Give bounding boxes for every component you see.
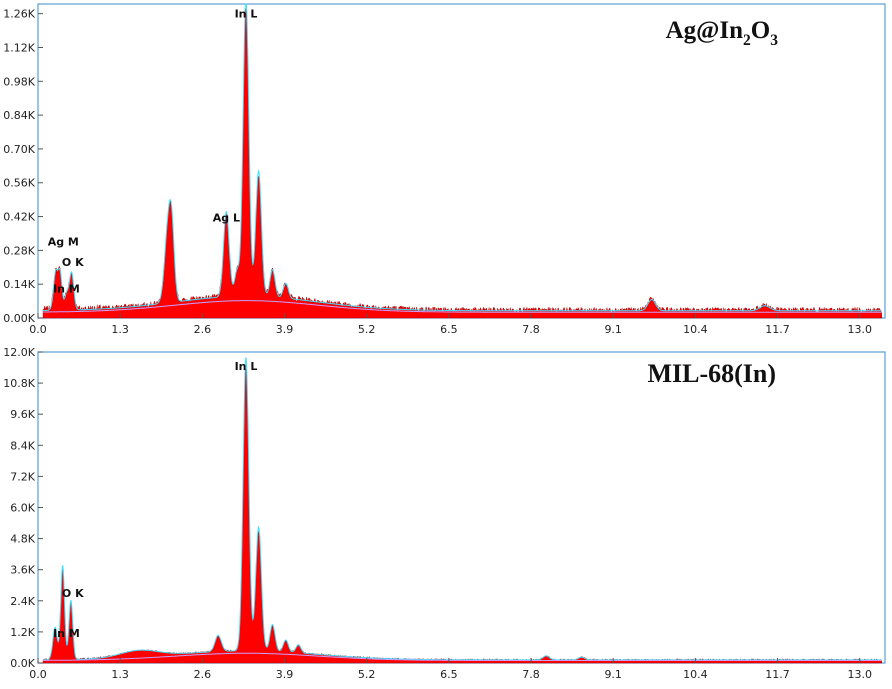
peak-label: Ag M [48, 236, 79, 249]
x-tick-label: 6.5 [440, 323, 458, 336]
y-tick-label: 1.2K [10, 626, 35, 639]
x-tick-label: 5.2 [358, 323, 376, 336]
x-tick-label: 0.0 [29, 323, 47, 336]
peak-label: In M [53, 283, 80, 296]
fit-line [43, 357, 882, 661]
x-tick-label: 0.0 [29, 668, 47, 681]
y-tick-label: 0.56K [3, 177, 35, 190]
y-tick-label: 1.12K [3, 41, 35, 54]
y-tick-label: 0.70K [3, 143, 35, 156]
x-tick-label: 6.5 [440, 668, 458, 681]
peak-label: O K [62, 256, 84, 269]
y-tick-label: 0.00K [3, 312, 35, 325]
y-tick-label: 0.0K [10, 657, 35, 670]
peak-label: In L [235, 7, 258, 20]
x-tick-label: 7.8 [522, 323, 540, 336]
y-tick-label: 12.0K [3, 346, 35, 359]
y-tick-label: 4.8K [10, 533, 35, 546]
background-line [43, 652, 882, 661]
x-tick-label: 5.2 [358, 668, 376, 681]
x-tick-label: 11.7 [765, 668, 790, 681]
x-tick-label: 2.6 [194, 668, 212, 681]
x-tick-label: 9.1 [604, 323, 622, 336]
y-tick-label: 3.6K [10, 564, 35, 577]
eds-chart-top: 0.00K 0.14K 0.28K 0.42K 0.56K 0.70K 0.84K 0.98K… [3, 3, 886, 336]
x-tick-label: 11.7 [765, 323, 790, 336]
x-tick-label: 3.9 [276, 323, 294, 336]
y-tick-label: 9.6K [10, 408, 35, 421]
y-tick-label: 0.14K [3, 278, 35, 291]
title-subscript: 3 [770, 32, 778, 49]
y-tick-label: 7.2K [10, 470, 35, 483]
plot-frame [37, 351, 886, 664]
peak-label: Ag L [213, 211, 240, 224]
eds-chart-bottom: 0.0K 1.2K 2.4K 3.6K 4.8K 6.0K 7.2K 8.4K 9.6K 10.8… [3, 346, 886, 681]
title-subscript: 2 [743, 32, 751, 49]
title-text: O [751, 17, 770, 44]
x-tick-label: 13.0 [847, 668, 872, 681]
x-tick-label: 1.3 [111, 668, 129, 681]
y-tick-label: 6.0K [10, 502, 35, 515]
y-tick-label: 0.28K [3, 244, 35, 257]
x-tick-label: 7.8 [522, 668, 540, 681]
sample-title: Ag@In2O3 [666, 17, 779, 49]
title-text: Ag@In [666, 17, 744, 44]
background-line [43, 300, 882, 313]
peak-label: In L [235, 360, 258, 373]
y-tick-label: 0.98K [3, 75, 35, 88]
x-tick-label: 13.0 [847, 323, 872, 336]
x-tick-label: 10.4 [683, 323, 708, 336]
eds-spectrum-mil-68-in: 0.0K 1.2K 2.4K 3.6K 4.8K 6.0K 7.2K 8.4K 9.6K 10.8… [0, 345, 892, 689]
y-tick-label: 0.42K [3, 211, 35, 224]
peak-label: In M [53, 627, 80, 640]
x-tick-label: 2.6 [194, 323, 212, 336]
plot-frame [37, 3, 886, 319]
sample-title: MIL-68(In) [647, 359, 776, 388]
eds-spectrum-ag-in2o3: 0.00K 0.14K 0.28K 0.42K 0.56K 0.70K 0.84K 0.98K… [3, 3, 886, 336]
x-tick-label: 3.9 [276, 668, 294, 681]
y-tick-label: 2.4K [10, 595, 35, 608]
x-tick-label: 10.4 [683, 668, 708, 681]
y-tick-label: 1.26K [3, 8, 35, 21]
y-tick-label: 10.8K [3, 377, 35, 390]
x-tick-label: 9.1 [604, 668, 622, 681]
peak-label: O K [62, 587, 84, 600]
y-tick-label: 8.4K [10, 439, 35, 452]
y-tick-label: 0.84K [3, 109, 35, 122]
fit-line [43, 3, 882, 312]
x-tick-label: 1.3 [111, 323, 129, 336]
